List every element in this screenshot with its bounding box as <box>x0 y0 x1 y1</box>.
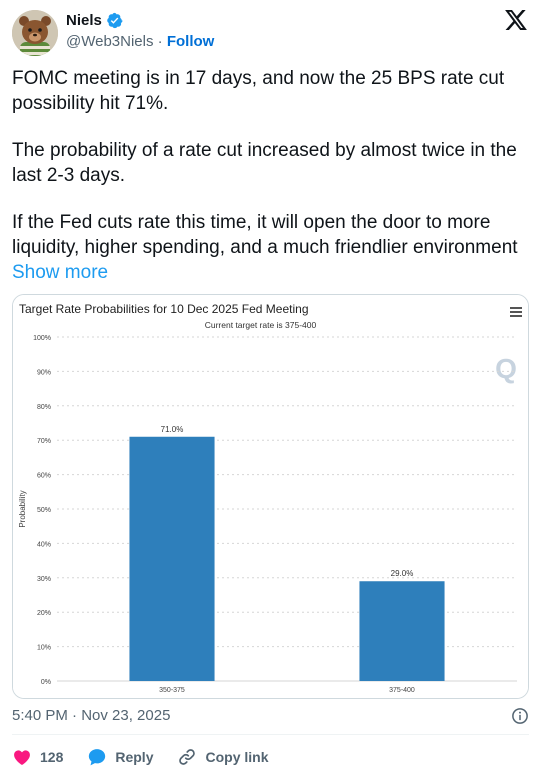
y-tick-label: 0% <box>41 679 51 686</box>
y-tick-label: 100% <box>33 335 51 342</box>
tweet-paragraph: If the Fed cuts rate this time, it will … <box>12 210 529 285</box>
bar <box>129 436 215 681</box>
tweet-paragraph: FOMC meeting is in 17 days, and now the … <box>12 68 505 114</box>
y-tick-label: 10% <box>37 645 51 652</box>
x-tick-label: 375-400 <box>389 687 415 694</box>
tweet-timestamp[interactable]: 5:40 PM · Nov 23, 2025 <box>12 707 171 724</box>
bear-avatar-icon <box>12 10 58 56</box>
tweet-header: Niels @Web3Niels · Follow <box>12 10 529 56</box>
reply-button[interactable]: Reply <box>87 747 153 767</box>
reply-bubble-icon <box>89 749 106 766</box>
chart-background <box>13 295 528 698</box>
y-tick-label: 20% <box>37 610 51 617</box>
show-more-link[interactable]: Show more <box>12 262 109 283</box>
copy-link-label: Copy link <box>205 749 269 765</box>
action-bar: 128 Reply Copy link <box>12 746 293 768</box>
y-tick-label: 80% <box>37 404 51 411</box>
follow-button[interactable]: Follow <box>166 33 215 50</box>
heart-icon <box>14 750 30 765</box>
menu-icon <box>510 311 522 313</box>
menu-icon <box>510 315 522 317</box>
y-tick-label: 70% <box>37 438 51 445</box>
tweet-text: FOMC meeting is in 17 days, and now the … <box>12 66 529 307</box>
like-count: 128 <box>40 749 64 765</box>
bar-value-label: 29.0% <box>391 569 414 578</box>
watermark-logo: Q <box>495 353 517 384</box>
handle-separator: · <box>157 33 163 50</box>
copy-link-button[interactable]: Copy link <box>177 747 269 767</box>
tweet-paragraph: The probability of a rate cut increased … <box>12 140 517 186</box>
chart-image[interactable]: Target Rate Probabilities for 10 Dec 202… <box>12 294 529 699</box>
author-handle[interactable]: @Web3Niels <box>66 33 154 50</box>
bar-value-label: 71.0% <box>161 425 184 434</box>
verified-badge-icon <box>107 12 123 29</box>
y-tick-label: 40% <box>37 541 51 548</box>
chart-title: Target Rate Probabilities for 10 Dec 202… <box>19 302 309 316</box>
y-tick-label: 50% <box>37 507 51 514</box>
tweet-paragraph-text: If the Fed cuts rate this time, it will … <box>12 212 518 258</box>
y-axis-label: Probability <box>18 490 27 527</box>
probability-chart: Target Rate Probabilities for 10 Dec 202… <box>13 295 528 698</box>
y-tick-label: 60% <box>37 473 51 480</box>
x-tick-label: 350-375 <box>159 687 185 694</box>
menu-icon <box>510 307 522 309</box>
like-button[interactable]: 128 <box>12 747 63 767</box>
info-icon[interactable] <box>511 707 529 725</box>
bar <box>359 581 445 681</box>
avatar[interactable] <box>12 10 58 56</box>
reply-label: Reply <box>115 749 154 765</box>
chart-subtitle: Current target rate is 375-400 <box>205 320 317 330</box>
author-handle-row: @Web3Niels · Follow <box>66 33 214 50</box>
y-tick-label: 30% <box>37 576 51 583</box>
divider <box>12 734 529 735</box>
link-icon <box>179 749 196 765</box>
x-logo-icon[interactable] <box>505 10 527 30</box>
author-name[interactable]: Niels <box>66 12 102 29</box>
y-tick-label: 90% <box>37 369 51 376</box>
